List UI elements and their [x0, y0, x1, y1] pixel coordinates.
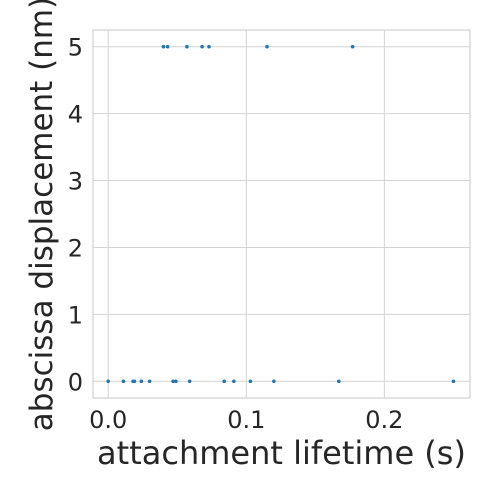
scatter-point [185, 44, 189, 49]
y-tick-label: 5 [68, 34, 83, 62]
scatter-point [106, 379, 110, 384]
y-axis-label: abscissa displacement (nm) [24, 0, 60, 431]
x-axis-label: attachment lifetime (s) [97, 434, 466, 472]
y-tick-label: 3 [68, 168, 83, 196]
scatter-point [165, 44, 170, 49]
scatter-point [147, 379, 152, 384]
scatter-point [187, 379, 192, 384]
data-points [106, 44, 456, 384]
y-tick-label: 1 [68, 301, 83, 329]
scatter-point [451, 379, 456, 384]
plot-area [92, 29, 471, 399]
y-tick-label: 0 [68, 368, 83, 396]
scatter-point [222, 379, 226, 384]
scatter-point [171, 379, 175, 384]
scatter-point [161, 44, 166, 49]
scatter-point [207, 44, 211, 49]
x-tick-label: 0.2 [365, 406, 403, 434]
y-tick-label: 4 [68, 101, 83, 129]
scatter-point [174, 379, 178, 384]
x-tick-label: 0.0 [89, 406, 127, 434]
scatter-point [139, 379, 144, 384]
scatter-point [272, 379, 276, 384]
scatter-point [350, 44, 355, 49]
scatter-point [121, 379, 126, 384]
scatter-point [337, 379, 341, 384]
scatter-point [248, 379, 253, 384]
scatter-point [200, 44, 204, 49]
scatter-point [132, 379, 137, 384]
tick-labels: 0.0 0.1 0.2 0 1 2 3 4 5 [68, 34, 404, 434]
y-tick-label: 2 [68, 234, 83, 262]
grid [93, 30, 470, 398]
scatter-point [265, 44, 269, 49]
scatter-point [232, 379, 236, 384]
x-tick-label: 0.1 [227, 406, 265, 434]
